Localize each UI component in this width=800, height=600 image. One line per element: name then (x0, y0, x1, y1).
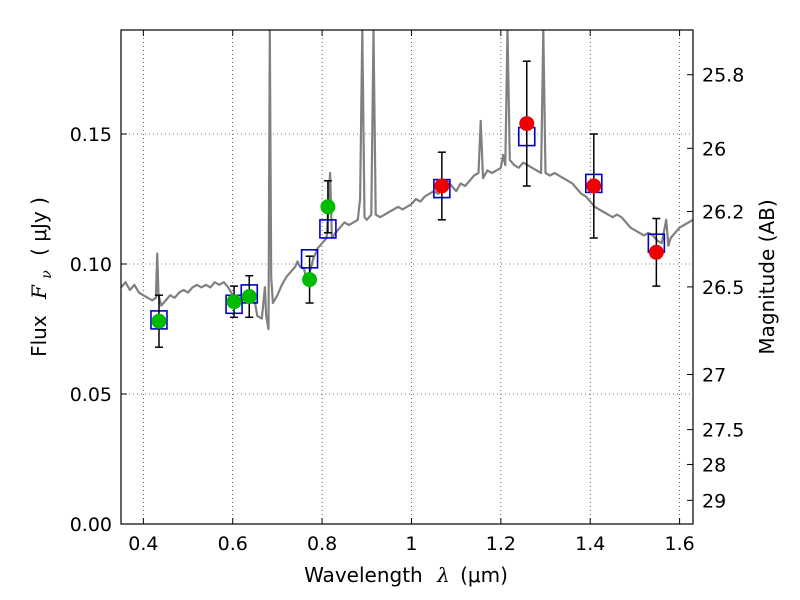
y-axis-label-symbol: F (27, 284, 51, 300)
data-point (151, 313, 167, 329)
y2-tick-label: 27 (702, 365, 726, 387)
data-point (434, 178, 450, 194)
y2-tick-label: 27.5 (702, 420, 744, 442)
spectrum-layer (121, 30, 693, 331)
y-axis-label-subscript: ν (39, 270, 55, 279)
ticks-layer: 0.4 0.6 0.8 1 1.2 1.4 1.6 0.00 0.05 0.10 0.15 25.8 2… (70, 30, 744, 555)
marks-layer (150, 60, 666, 348)
x-tick-label: 0.4 (128, 533, 158, 555)
data-point (241, 289, 257, 304)
plot-background (121, 30, 693, 524)
data-point (519, 116, 535, 132)
spectrum-line (121, 30, 693, 331)
data-point (226, 294, 242, 310)
y-axis-label-unit: ( μJy ) (27, 197, 51, 256)
x-axis-label-unit: (μm) (460, 563, 508, 587)
x-tick-label: 1.4 (575, 533, 605, 555)
y2-tick-label: 26.5 (702, 277, 744, 299)
data-point (320, 199, 336, 215)
x-tick-label: 0.6 (218, 533, 248, 555)
y2-tick-label: 26.2 (702, 201, 744, 223)
y-tick-label: 0.05 (70, 384, 112, 406)
y-tick-label: 0.00 (70, 514, 112, 536)
y2-tick-label: 25.8 (702, 65, 744, 87)
data-point (648, 244, 664, 260)
x-tick-label: 1 (405, 533, 417, 555)
y-axis-label: Flux F ν ( μJy ) (27, 197, 56, 357)
y2-tick-label: 28 (702, 454, 726, 476)
x-tick-label: 1.2 (486, 533, 516, 555)
y-tick-label: 0.15 (70, 124, 112, 146)
data-point (302, 272, 318, 288)
x-axis-label-prefix: Wavelength (304, 563, 423, 587)
plot-frame (120, 29, 694, 525)
x-axis-label-symbol: λ (436, 563, 450, 587)
y-tick-label: 0.10 (70, 254, 112, 276)
y2-axis-label: Magnitude (AB) (755, 199, 779, 354)
y-axis-label-prefix: Flux (27, 315, 51, 357)
y2-tick-label: 26 (702, 138, 726, 160)
data-point (586, 178, 602, 194)
y2-tick-label: 29 (702, 490, 726, 512)
x-axis-label: Wavelength λ (μm) (304, 563, 508, 587)
x-tick-label: 0.8 (307, 533, 337, 555)
x-tick-label: 1.6 (664, 533, 694, 555)
